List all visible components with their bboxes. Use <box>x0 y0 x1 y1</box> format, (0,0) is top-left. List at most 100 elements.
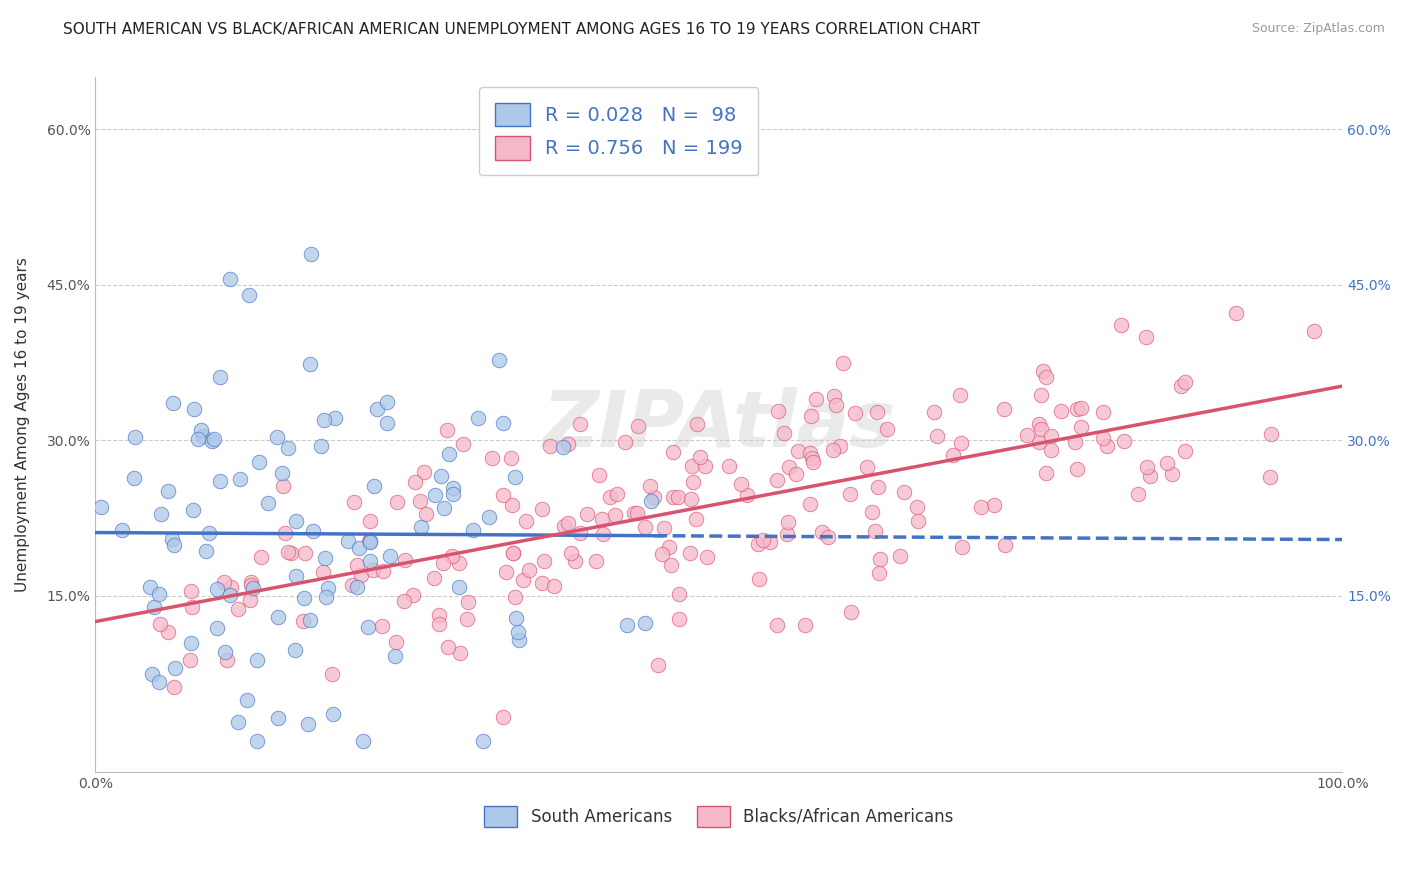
Point <box>359 535 381 549</box>
Point <box>193 429 215 443</box>
Point <box>543 579 565 593</box>
Point <box>889 549 911 564</box>
Point <box>456 612 478 626</box>
Point <box>488 353 510 368</box>
Point <box>205 582 228 596</box>
Point <box>730 477 752 491</box>
Point <box>950 540 973 554</box>
Point <box>239 593 262 607</box>
Point <box>626 506 648 520</box>
Point <box>256 496 278 510</box>
Point <box>371 564 394 578</box>
Point <box>157 625 180 640</box>
Point <box>359 534 381 549</box>
Point <box>1066 461 1088 475</box>
Point <box>142 600 165 615</box>
Point <box>1225 306 1247 320</box>
Point <box>778 459 800 474</box>
Point <box>1112 434 1135 448</box>
Point <box>267 711 290 725</box>
Point <box>662 444 685 458</box>
Point <box>823 443 845 458</box>
Point <box>122 471 145 485</box>
Point <box>314 413 336 427</box>
Point <box>1128 487 1150 501</box>
Point <box>208 475 231 489</box>
Point <box>1031 422 1053 436</box>
Point <box>384 634 406 648</box>
Point <box>180 599 202 614</box>
Point <box>603 508 626 523</box>
Point <box>661 491 683 505</box>
Point <box>246 734 269 748</box>
Point <box>267 610 290 624</box>
Legend: South Americans, Blacks/African Americans: South Americans, Blacks/African American… <box>477 799 960 833</box>
Point <box>219 588 242 602</box>
Point <box>638 479 661 493</box>
Point <box>786 443 808 458</box>
Point <box>668 612 690 626</box>
Point <box>111 523 134 537</box>
Point <box>201 434 224 448</box>
Point <box>298 357 321 371</box>
Point <box>284 514 307 528</box>
Point <box>499 450 522 465</box>
Point <box>246 653 269 667</box>
Point <box>449 646 471 660</box>
Point <box>679 492 702 507</box>
Point <box>503 590 526 604</box>
Point <box>1139 469 1161 483</box>
Point <box>799 446 821 460</box>
Point <box>478 510 501 524</box>
Point <box>564 553 586 567</box>
Point <box>148 675 170 690</box>
Point <box>766 473 789 487</box>
Point <box>766 617 789 632</box>
Point <box>242 581 264 595</box>
Point <box>451 437 474 451</box>
Point <box>1029 387 1052 401</box>
Point <box>588 467 610 482</box>
Point <box>284 643 307 657</box>
Point <box>316 582 339 596</box>
Point <box>1035 466 1057 480</box>
Point <box>838 487 860 501</box>
Point <box>409 493 432 508</box>
Point <box>661 558 683 573</box>
Point <box>495 566 517 580</box>
Y-axis label: Unemployment Among Ages 16 to 19 years: Unemployment Among Ages 16 to 19 years <box>15 257 30 592</box>
Point <box>831 356 853 370</box>
Point <box>90 500 112 514</box>
Point <box>515 515 537 529</box>
Point <box>804 392 827 407</box>
Point <box>366 401 388 416</box>
Point <box>868 566 890 580</box>
Point <box>949 435 972 450</box>
Point <box>492 488 515 502</box>
Point <box>347 541 370 555</box>
Point <box>1039 429 1062 443</box>
Point <box>616 617 638 632</box>
Point <box>1015 428 1038 442</box>
Point <box>311 565 333 579</box>
Point <box>993 401 1015 416</box>
Point <box>866 404 889 418</box>
Point <box>866 480 889 494</box>
Point <box>1040 443 1063 458</box>
Point <box>314 550 336 565</box>
Point <box>457 594 479 608</box>
Point <box>1066 402 1088 417</box>
Point <box>302 524 325 539</box>
Point <box>1070 401 1092 416</box>
Point <box>394 553 416 567</box>
Point <box>436 640 458 654</box>
Point <box>503 470 526 484</box>
Point <box>359 554 381 568</box>
Point <box>640 494 662 508</box>
Point <box>352 734 374 748</box>
Point <box>717 459 740 474</box>
Point <box>427 616 450 631</box>
Point <box>844 406 866 420</box>
Point <box>575 508 598 522</box>
Point <box>492 416 515 430</box>
